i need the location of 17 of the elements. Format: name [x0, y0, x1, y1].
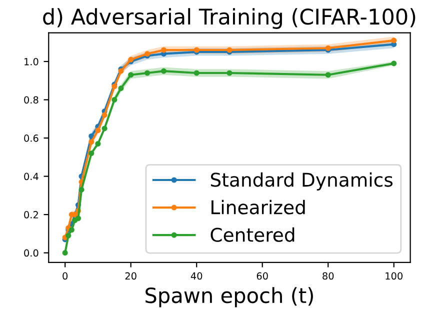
x-tick-label: 80: [322, 272, 334, 280]
x-tick-label: 60: [256, 272, 268, 280]
y-tick-label: 0.2: [24, 211, 38, 218]
y-tick-label: 0.6: [24, 134, 38, 142]
x-tick-label: 0: [62, 272, 68, 280]
chart-title: d) Adversarial Training (CIFAR-100): [43, 8, 416, 29]
legend-label: Linearized: [212, 200, 305, 214]
x-tick-label: 40: [190, 272, 202, 280]
y-tick-label: 0.8: [24, 96, 38, 104]
y-tick-label: 0.0: [24, 249, 38, 257]
x-axis-title: Spawn epoch (t): [146, 287, 313, 308]
legend-label: Standard Dynamics: [210, 172, 393, 190]
x-tick-label: 20: [125, 272, 136, 280]
y-tick-label: 0.4: [24, 172, 38, 180]
x-tick-label: 100: [386, 272, 403, 280]
y-tick-label: 1.0: [24, 58, 38, 66]
legend-label: Centered: [210, 227, 294, 242]
